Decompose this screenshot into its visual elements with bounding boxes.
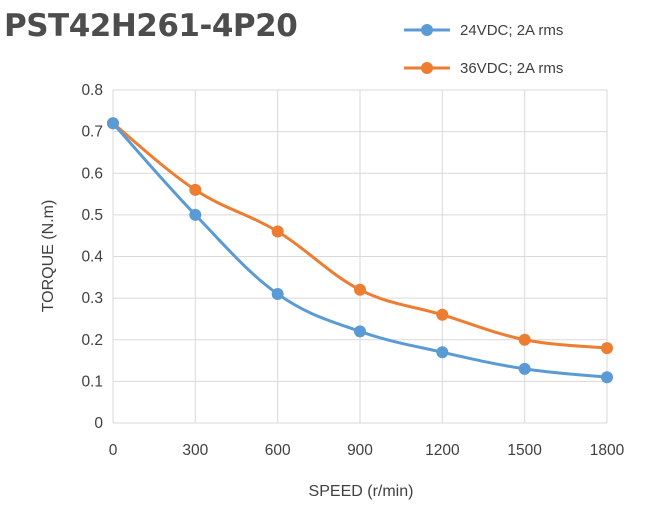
y-tick-label: 0.7	[81, 124, 103, 141]
legend-label: 24VDC; 2A rms	[460, 22, 563, 39]
data-point	[354, 325, 366, 338]
data-point	[601, 342, 613, 355]
data-point	[436, 308, 449, 321]
data-point	[518, 362, 531, 375]
x-tick-label: 1500	[507, 442, 542, 459]
data-point	[436, 346, 449, 359]
legend-marker	[421, 62, 433, 74]
x-tick-label: 1200	[425, 442, 460, 459]
legend: 24VDC; 2A rms 36VDC; 2A rms	[404, 22, 563, 77]
x-tick-label: 0	[109, 442, 118, 459]
y-axis-title: TORQUE (N.m)	[40, 200, 57, 313]
data-point	[354, 283, 366, 296]
series-lines	[107, 117, 613, 384]
x-tick-label: 1800	[590, 442, 625, 459]
data-point	[271, 225, 284, 238]
data-point	[107, 117, 119, 130]
x-tick-label: 600	[265, 442, 291, 459]
legend-label: 36VDC; 2A rms	[460, 60, 563, 77]
gridlines	[112, 89, 608, 424]
series-group	[107, 117, 613, 384]
y-tick-label: 0.4	[81, 249, 103, 266]
data-point	[271, 287, 284, 300]
data-point	[518, 333, 531, 346]
chart-title: PST42H261-4P20	[4, 8, 297, 44]
y-tick-label: 0.1	[81, 373, 103, 390]
tick-labels: 0 0.1 0.2 0.3 0.4 0.5 0.6 0.7 0.8 0 300 600 900 1200 1…	[81, 82, 624, 459]
y-tick-label: 0.3	[81, 290, 103, 307]
y-tick-label: 0.8	[81, 82, 103, 99]
x-tick-label: 900	[347, 442, 373, 459]
y-tick-label: 0.2	[81, 332, 103, 349]
y-tick-label: 0	[94, 415, 103, 432]
data-point	[189, 208, 202, 221]
x-axis-title: SPEED (r/min)	[309, 483, 414, 500]
y-tick-label: 0.5	[81, 207, 103, 224]
legend-marker	[421, 24, 433, 36]
data-point	[189, 183, 202, 196]
data-point	[601, 371, 613, 384]
y-tick-label: 0.6	[81, 165, 103, 182]
x-tick-label: 300	[182, 442, 208, 459]
